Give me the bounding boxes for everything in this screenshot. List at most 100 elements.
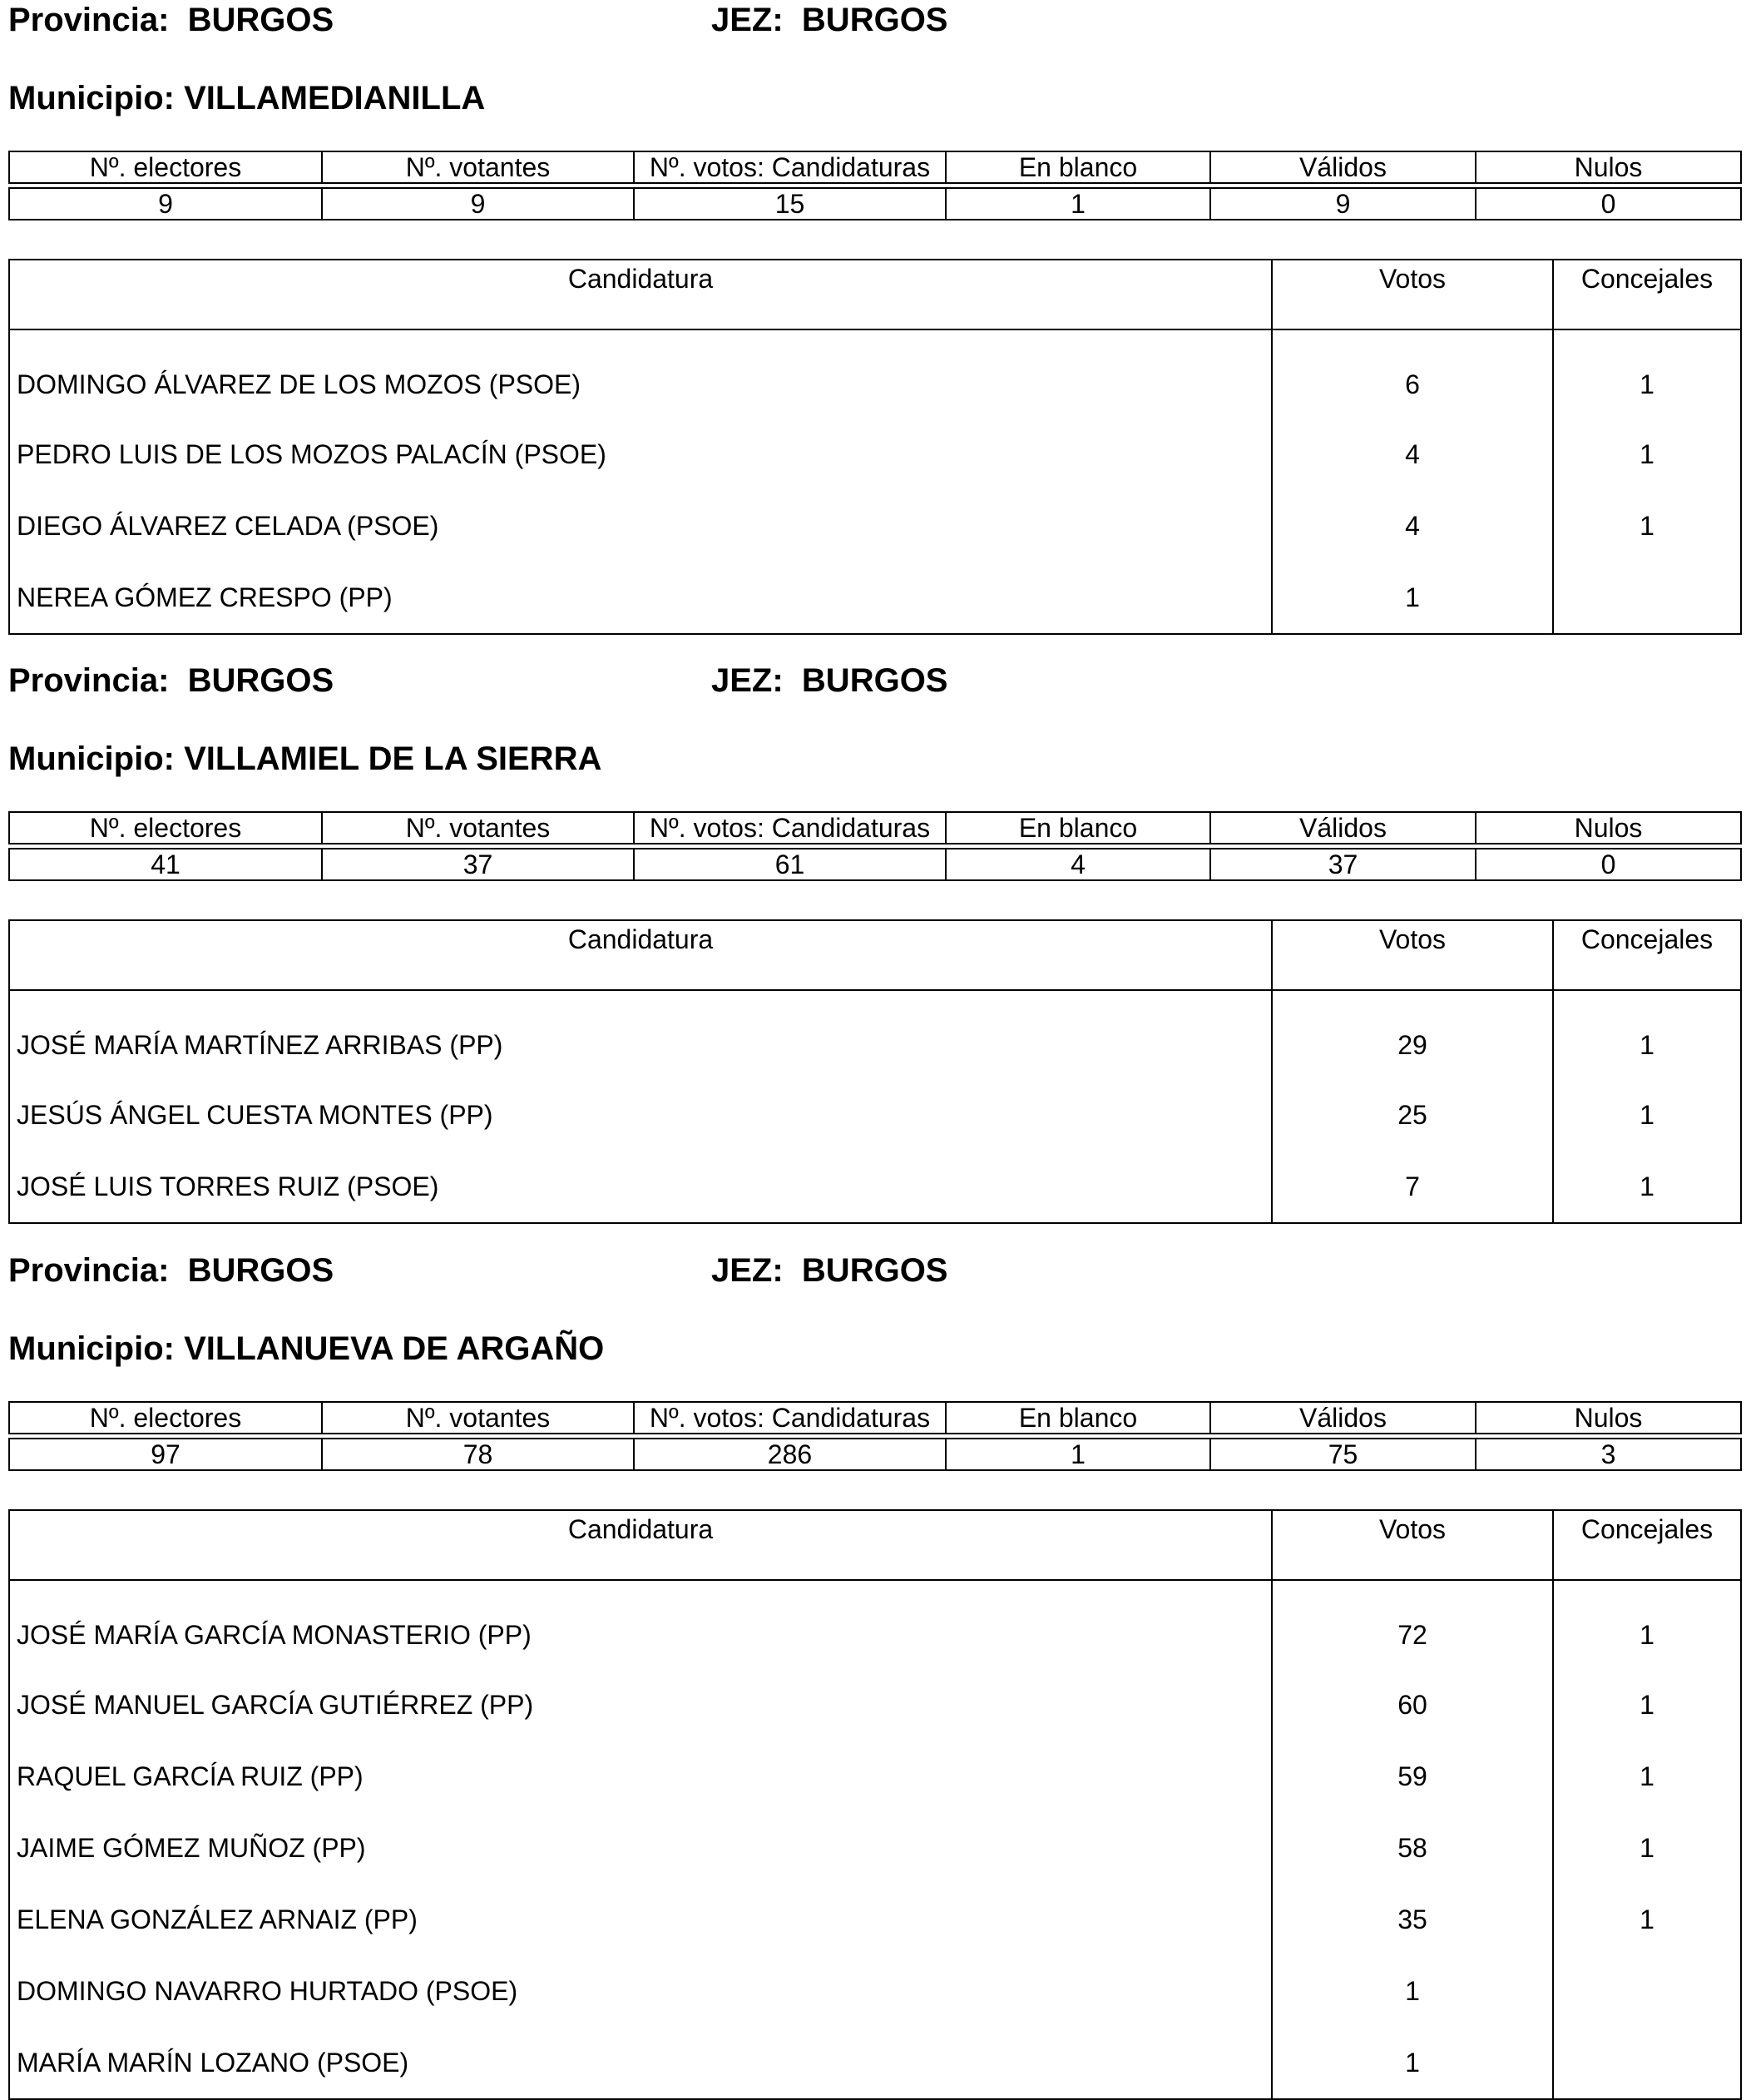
candidate-concejales: 1 xyxy=(1640,1619,1654,1650)
provincia-label: Provincia: xyxy=(8,1252,170,1289)
stats-header-cell: En blanco xyxy=(945,151,1211,184)
municipio-label: Municipio: xyxy=(8,80,175,116)
stats-value-cell: 4 xyxy=(945,848,1211,881)
stats-header-cell: Nº. votos: Candidaturas xyxy=(633,151,947,184)
stats-value-row: 97 78 286 1 75 3 xyxy=(8,1438,1742,1471)
candidate-votos: 58 xyxy=(1272,1812,1554,1884)
stats-header-cell: Válidos xyxy=(1209,151,1476,184)
stats-value-cell: 9 xyxy=(321,187,635,220)
stats-table: Nº. electores Nº. votantes Nº. votos: Cand… xyxy=(8,811,1742,881)
municipio-value: VILLANUEVA DE ARGAÑO xyxy=(184,1330,605,1367)
stats-header-cell: Nulos xyxy=(1475,1401,1742,1434)
stats-value-cell: 37 xyxy=(321,848,635,881)
candidates-header-cell: Concejales xyxy=(1553,1510,1741,1581)
stats-value-row: 9 9 15 1 9 0 xyxy=(8,187,1742,220)
provincia-label: Provincia: xyxy=(8,2,170,38)
provincia-value: BURGOS xyxy=(187,2,334,38)
municipio-label: Municipio: xyxy=(8,1330,175,1367)
candidate-votos: 4 xyxy=(1272,490,1554,562)
municipio-heading: Municipio: VILLAMEDIANILLA xyxy=(8,78,485,118)
stats-value-row: 41 37 61 4 37 0 xyxy=(8,848,1742,881)
candidate-name: DIEGO ÁLVAREZ CELADA (PSOE) xyxy=(9,490,1273,562)
municipio-heading: Municipio: VILLANUEVA DE ARGAÑO xyxy=(8,1329,604,1369)
stats-value-cell: 78 xyxy=(321,1438,635,1471)
jez-heading: JEZ: BURGOS xyxy=(711,0,948,40)
candidate-name: JESÚS ÁNGEL CUESTA MONTES (PP) xyxy=(9,1079,1273,1151)
candidates-header-cell: Votos xyxy=(1272,1510,1554,1581)
municipio-value: VILLAMIEL DE LA SIERRA xyxy=(184,740,602,777)
stats-value-cell: 1 xyxy=(945,1438,1211,1471)
provincia-label: Provincia: xyxy=(8,662,170,699)
jez-value: BURGOS xyxy=(801,662,948,699)
stats-header-row: Nº. electores Nº. votantes Nº. votos: Cand… xyxy=(8,151,1742,184)
municipio-heading: Municipio: VILLAMIEL DE LA SIERRA xyxy=(8,739,601,779)
candidate-row: JAIME GÓMEZ MUÑOZ (PP) 58 1 xyxy=(9,1812,1741,1884)
candidate-concejales: 1 xyxy=(1640,1761,1654,1791)
candidate-name: JOSÉ MARÍA GARCÍA MONASTERIO (PP) xyxy=(9,1580,1273,1669)
stats-value-cell: 41 xyxy=(8,848,323,881)
jez-heading: JEZ: BURGOS xyxy=(711,1251,948,1290)
candidates-table: Candidatura Votos Concejales JOSÉ MARÍA GAR… xyxy=(8,1509,1742,2100)
candidate-concejales: 1 xyxy=(1640,510,1654,541)
candidate-name: PEDRO LUIS DE LOS MOZOS PALACÍN (PSOE) xyxy=(9,419,1273,490)
candidate-concejales xyxy=(1553,562,1741,634)
candidate-name: JOSÉ MARÍA MARTÍNEZ ARRIBAS (PP) xyxy=(9,990,1273,1079)
candidate-row: JOSÉ MARÍA GARCÍA MONASTERIO (PP) 72 1 xyxy=(9,1580,1741,1669)
candidate-concejales: 1 xyxy=(1640,1171,1654,1201)
stats-header-cell: Nº. votos: Candidaturas xyxy=(633,1401,947,1434)
stats-header-cell: Nº. electores xyxy=(8,1401,323,1434)
candidate-votos: 29 xyxy=(1272,990,1554,1079)
candidate-votos: 35 xyxy=(1272,1884,1554,1955)
candidate-votos: 7 xyxy=(1272,1151,1554,1223)
candidate-row: DOMINGO NAVARRO HURTADO (PSOE) 1 xyxy=(9,1955,1741,2027)
candidate-name: JAIME GÓMEZ MUÑOZ (PP) xyxy=(9,1812,1273,1884)
stats-value-cell: 0 xyxy=(1475,848,1742,881)
stats-header-cell: Válidos xyxy=(1209,1401,1476,1434)
candidate-row: JOSÉ MARÍA MARTÍNEZ ARRIBAS (PP) 29 1 xyxy=(9,990,1741,1079)
candidate-row: MARÍA MARÍN LOZANO (PSOE) 1 xyxy=(9,2027,1741,2099)
provincia-heading: Provincia: BURGOS xyxy=(8,0,334,40)
candidate-concejales: 1 xyxy=(1640,1099,1654,1130)
candidate-row: PEDRO LUIS DE LOS MOZOS PALACÍN (PSOE) 4 1 xyxy=(9,419,1741,490)
candidate-row: ELENA GONZÁLEZ ARNAIZ (PP) 35 1 xyxy=(9,1884,1741,1955)
candidate-concejales: 1 xyxy=(1640,1832,1654,1863)
jez-label: JEZ: xyxy=(711,1252,784,1289)
candidate-row: JESÚS ÁNGEL CUESTA MONTES (PP) 25 1 xyxy=(9,1079,1741,1151)
candidates-header-cell: Candidatura xyxy=(9,920,1273,991)
stats-value-cell: 286 xyxy=(633,1438,947,1471)
candidates-header-cell: Concejales xyxy=(1553,260,1741,330)
provincia-value: BURGOS xyxy=(187,662,334,699)
candidate-row: DOMINGO ÁLVAREZ DE LOS MOZOS (PSOE) 6 1 xyxy=(9,329,1741,419)
jez-heading: JEZ: BURGOS xyxy=(711,661,948,701)
stats-header-cell: Nº. electores xyxy=(8,151,323,184)
candidate-votos: 72 xyxy=(1272,1580,1554,1669)
candidate-concejales: 1 xyxy=(1640,1904,1654,1934)
provincia-heading: Provincia: BURGOS xyxy=(8,661,334,701)
candidates-table: Candidatura Votos Concejales JOSÉ MARÍA MAR… xyxy=(8,919,1742,1224)
stats-header-cell: Nº. votantes xyxy=(321,151,635,184)
stats-value-cell: 37 xyxy=(1209,848,1476,881)
stats-value-cell: 75 xyxy=(1209,1438,1476,1471)
candidate-votos: 60 xyxy=(1272,1669,1554,1741)
candidate-votos: 1 xyxy=(1272,562,1554,634)
candidate-concejales: 1 xyxy=(1640,1029,1654,1060)
candidate-row: NEREA GÓMEZ CRESPO (PP) 1 xyxy=(9,562,1741,634)
stats-header-cell: En blanco xyxy=(945,1401,1211,1434)
stats-value-cell: 9 xyxy=(8,187,323,220)
candidates-header-cell: Votos xyxy=(1272,260,1554,330)
candidate-concejales xyxy=(1553,2027,1741,2099)
candidate-row: DIEGO ÁLVAREZ CELADA (PSOE) 4 1 xyxy=(9,490,1741,562)
candidate-votos: 1 xyxy=(1272,1955,1554,2027)
candidate-concejales: 1 xyxy=(1640,438,1654,469)
candidate-votos: 1 xyxy=(1272,2027,1554,2099)
stats-header-cell: Nº. votos: Candidaturas xyxy=(633,811,947,844)
candidate-concejales xyxy=(1553,1955,1741,2027)
candidate-votos: 6 xyxy=(1272,329,1554,419)
stats-value-cell: 1 xyxy=(945,187,1211,220)
candidate-concejales: 1 xyxy=(1640,1689,1654,1720)
municipio-value: VILLAMEDIANILLA xyxy=(184,80,486,116)
candidates-header-cell: Votos xyxy=(1272,920,1554,991)
candidates-table: Candidatura Votos Concejales DOMINGO ÁLVARE… xyxy=(8,259,1742,635)
candidates-header-cell: Concejales xyxy=(1553,920,1741,991)
candidate-name: ELENA GONZÁLEZ ARNAIZ (PP) xyxy=(9,1884,1273,1955)
